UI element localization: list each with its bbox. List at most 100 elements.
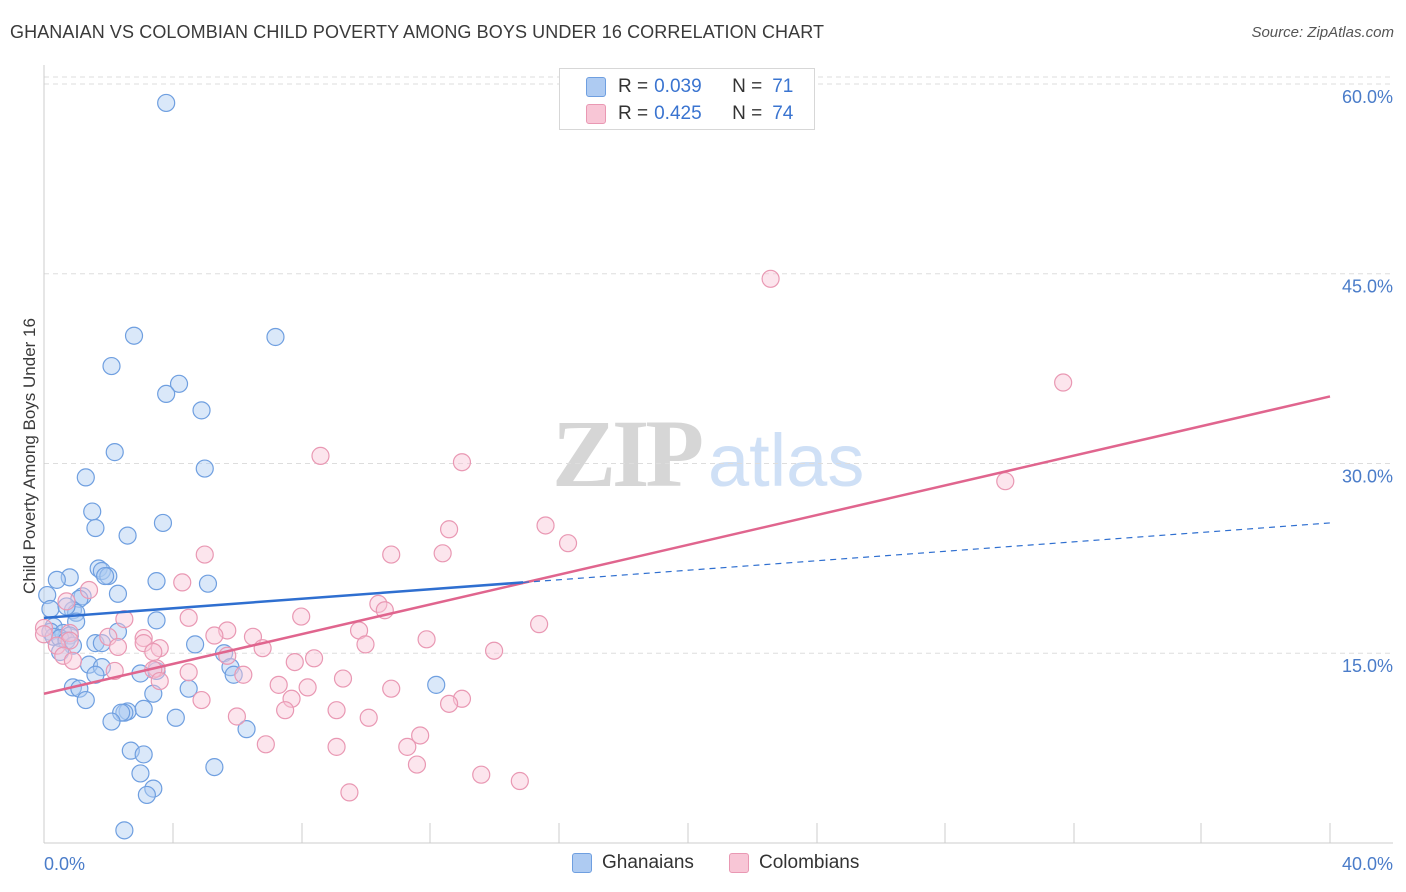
ghanaians-point — [105, 443, 124, 462]
ghanaians-trend-line — [43, 581, 524, 620]
ghanaians-point — [41, 599, 60, 619]
legend-n-label: N = — [732, 103, 763, 124]
colombians-point — [256, 735, 275, 754]
ghanaians-point — [89, 559, 108, 578]
colombians-point — [150, 671, 169, 691]
ghanaians-point — [157, 384, 176, 404]
ghanaians-point — [83, 502, 102, 521]
colombians-point — [63, 651, 83, 670]
colombians-point — [57, 592, 76, 611]
colombians-trend-line — [43, 395, 1331, 695]
colombians-point — [433, 544, 452, 563]
legend-item-ghanaians[interactable]: Ghanaians — [572, 852, 694, 874]
watermark: ZIP atlas — [552, 398, 864, 509]
legend-n-value: 74 — [772, 103, 794, 124]
legend-swatch-blue — [586, 77, 606, 97]
correlation-legend: R = 0.039 N = 71 R = 0.425 N = 74 — [559, 68, 815, 130]
colombians-point — [398, 737, 417, 756]
colombians-point — [530, 615, 549, 634]
colombians-point — [359, 708, 378, 727]
legend-row-colombians: R = 0.425 N = 74 — [586, 102, 793, 126]
colombians-point — [285, 652, 304, 672]
watermark-atlas: atlas — [708, 419, 865, 502]
ghanaians-point — [198, 574, 218, 593]
colombians-point — [173, 573, 192, 592]
colombians-point — [192, 690, 211, 710]
colombians-point — [234, 665, 253, 684]
colombians-point — [54, 646, 73, 665]
colombians-point — [108, 637, 128, 657]
colombians-point — [996, 472, 1015, 491]
ghanaians-point — [131, 764, 150, 783]
legend-n-label: N = — [732, 76, 763, 97]
ghanaians-point — [86, 665, 105, 684]
colombians-point — [439, 694, 459, 713]
legend-item-colombians[interactable]: Colombians — [729, 852, 859, 874]
ghanaians-point — [195, 459, 214, 478]
legend-r-label: R = — [618, 103, 649, 124]
legend-label-ghanaians: Ghanaians — [602, 852, 694, 873]
ghanaians-point — [186, 635, 205, 654]
colombians-point — [333, 669, 353, 688]
x-tick-label: 0.0% — [44, 854, 85, 874]
legend-swatch-blue — [572, 853, 592, 873]
colombians-point — [558, 534, 578, 553]
ghanaians-trend-extension — [522, 522, 1331, 583]
colombians-point — [407, 755, 427, 774]
ghanaians-point — [427, 675, 446, 694]
ghanaians-point — [38, 585, 57, 605]
ghanaians-point — [95, 566, 115, 586]
colombians-point — [304, 649, 324, 668]
colombians-point — [311, 446, 330, 465]
colombians-point — [298, 678, 317, 697]
colombians-point — [179, 663, 198, 682]
colombians-point — [472, 765, 491, 784]
colombians-point — [536, 516, 555, 535]
ghanaians-point — [115, 821, 134, 840]
colombians-point — [47, 636, 66, 655]
colombians-point — [1054, 373, 1073, 392]
y-axis-label: Child Poverty Among Boys Under 16 — [20, 318, 39, 594]
colombians-point — [411, 726, 430, 745]
ghanaians-point — [76, 468, 95, 487]
colombians-point — [292, 607, 311, 626]
ghanaians-point — [47, 570, 66, 589]
colombians-point — [439, 520, 459, 539]
x-tick-label: 40.0% — [1342, 854, 1393, 874]
grid-lines — [44, 76, 1393, 654]
y-tick-label: 15.0% — [1342, 656, 1393, 676]
ghanaians-point — [76, 690, 95, 710]
ghanaians-point — [134, 745, 153, 764]
ghanaians-point — [157, 93, 176, 113]
ghanaians-point — [137, 785, 156, 805]
ghanaians-point — [118, 526, 137, 545]
ghanaians-point — [147, 572, 166, 591]
ghanaians-point — [266, 327, 285, 347]
ghanaians-point — [134, 699, 153, 719]
colombians-point — [282, 689, 301, 708]
colombians-point — [382, 679, 401, 698]
legend-n-value: 71 — [772, 76, 794, 97]
trend-lines — [43, 395, 1331, 695]
colombians-point — [269, 675, 288, 694]
y-tick-label: 45.0% — [1342, 277, 1393, 297]
legend-swatch-pink — [586, 104, 606, 124]
colombians-point — [485, 641, 504, 660]
legend-label-colombians: Colombians — [759, 852, 860, 873]
colombians-point — [327, 737, 346, 756]
colombians-point — [34, 625, 54, 644]
colombians-point — [115, 609, 134, 629]
colombians-point — [34, 618, 54, 638]
colombians-point — [510, 771, 529, 791]
ghanaians-point — [102, 356, 121, 376]
ghanaians-point — [192, 401, 211, 420]
ghanaians-point — [166, 708, 185, 727]
colombians-point — [327, 701, 346, 720]
axes — [43, 65, 1393, 844]
colombians-point — [417, 630, 436, 649]
y-tick-label: 30.0% — [1342, 466, 1393, 486]
y-tick-label: 60.0% — [1342, 87, 1393, 107]
colombians-point — [761, 269, 780, 288]
legend-swatch-pink — [729, 853, 749, 873]
